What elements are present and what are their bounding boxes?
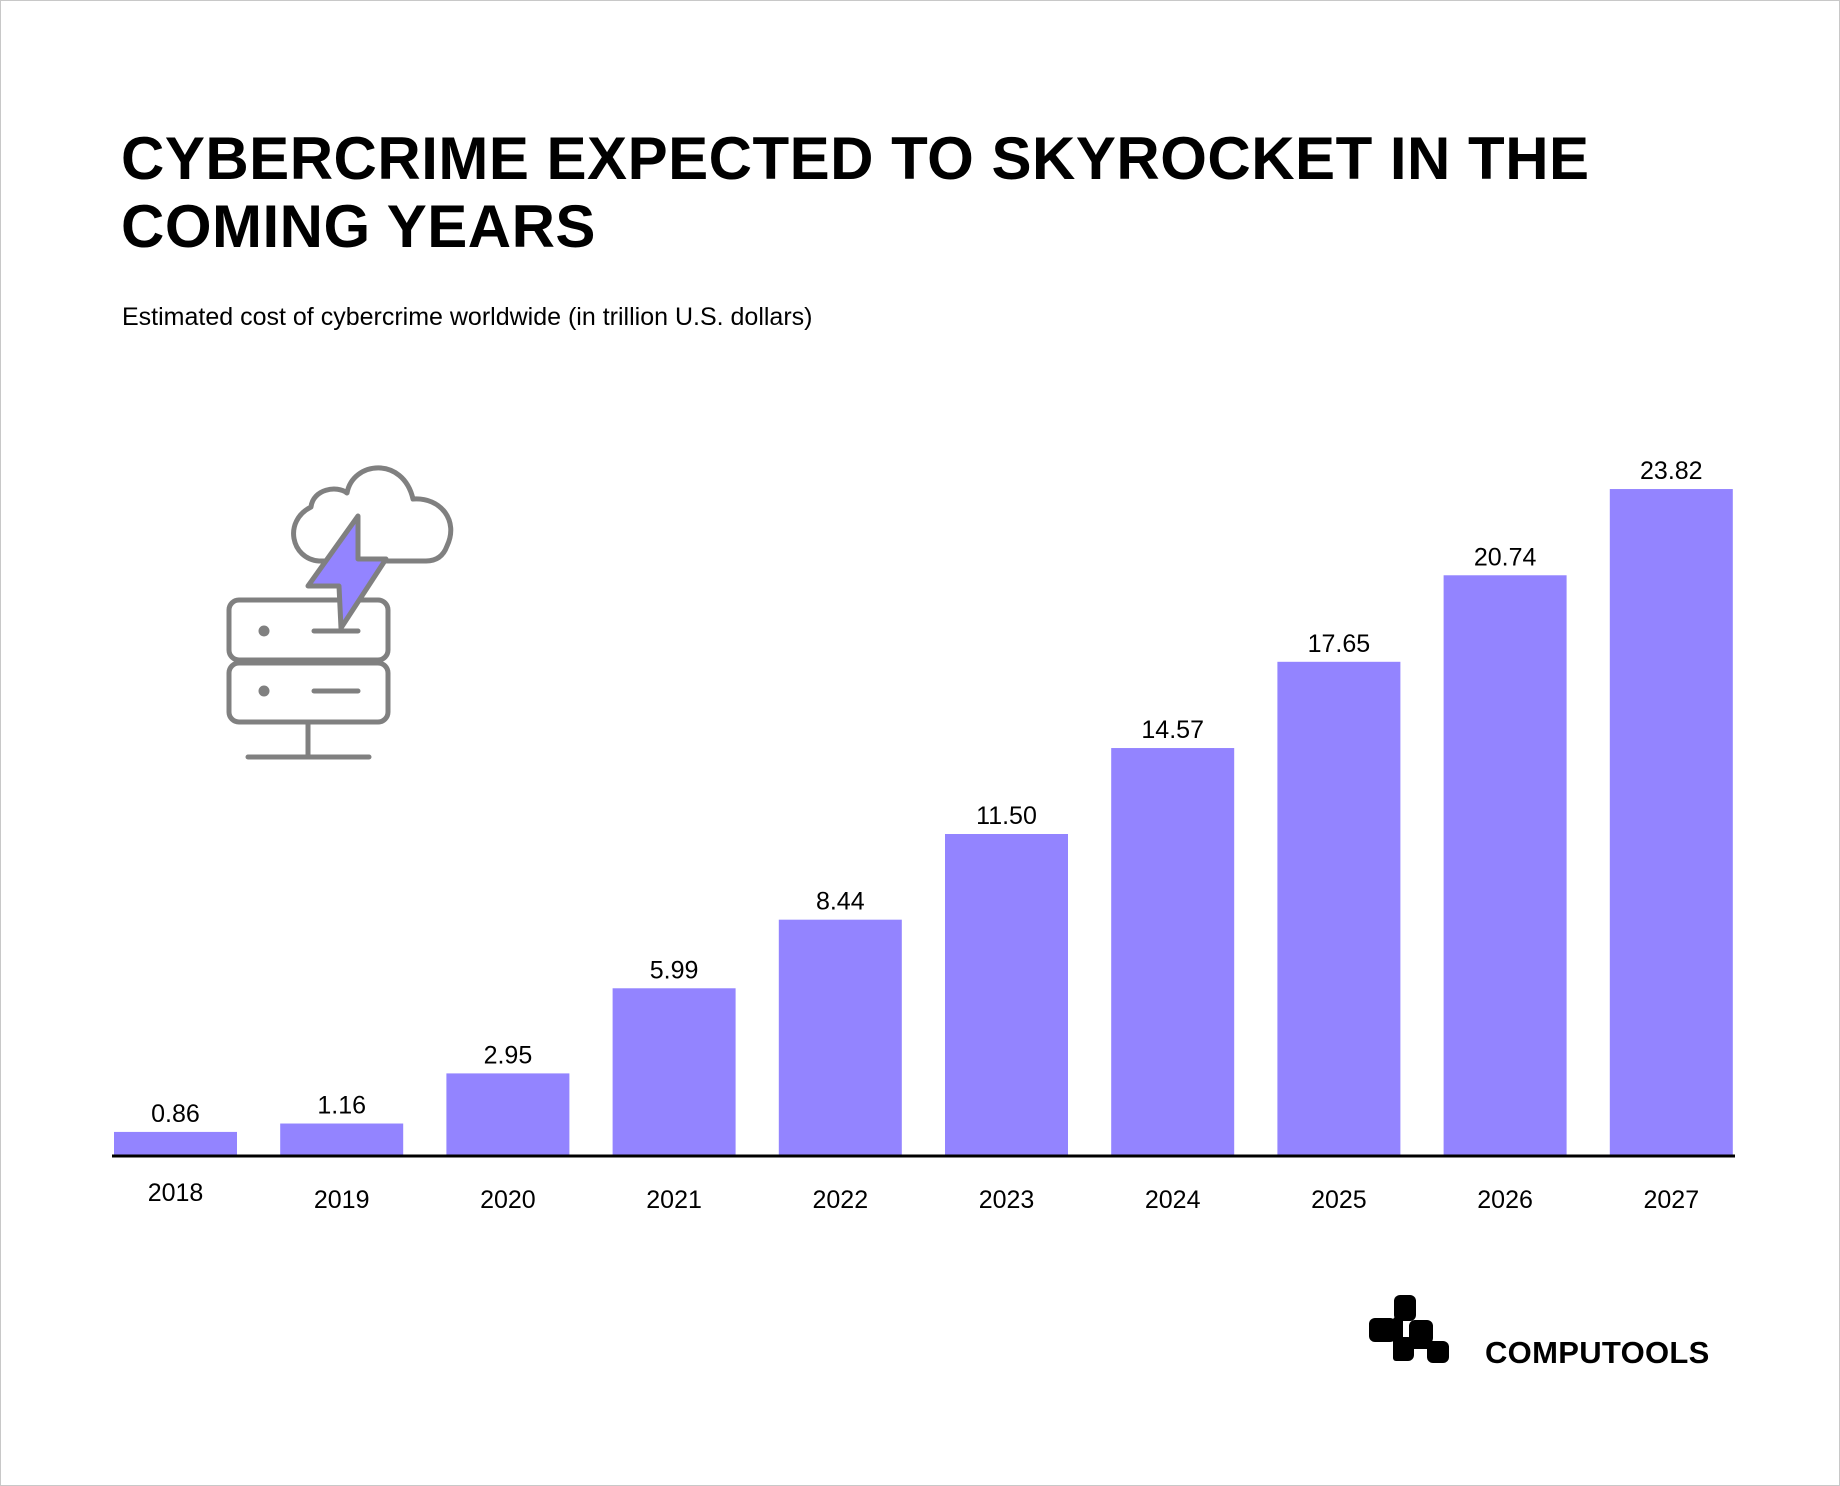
x-tick-label: 2018 [148,1179,204,1207]
computools-logo-icon [1369,1295,1449,1363]
bar-2026 [1443,575,1567,1156]
x-tick-label: 2020 [480,1186,536,1214]
x-tick-label: 2023 [979,1186,1035,1214]
cloud-icon [291,465,454,564]
chart-subtitle: Estimated cost of cybercrime worldwide (… [122,303,813,331]
data-label: 20.74 [1474,543,1537,571]
bar-2020 [446,1073,570,1156]
x-tick-label: 2025 [1311,1186,1367,1214]
chart-title: CYBERCRIME EXPECTED TO SKYROCKET IN THE … [121,125,1590,260]
bar-2025 [1277,661,1401,1156]
lightning-bolt-icon [305,513,389,631]
brand-name: COMPUTOOLS [1485,1335,1710,1370]
x-tick-label: 2019 [314,1186,370,1214]
data-label: 1.16 [317,1092,366,1120]
data-label: 23.82 [1640,457,1703,485]
bar-2024 [1111,748,1235,1156]
data-label: 14.57 [1141,716,1204,744]
data-label: 2.95 [484,1041,533,1069]
data-label: 11.50 [976,802,1037,830]
data-label: 0.86 [151,1100,200,1128]
bar-2019 [280,1123,404,1156]
bar-2022 [778,919,902,1156]
data-label: 8.44 [816,888,865,916]
server-unit-top-icon [226,597,391,663]
x-tick-label: 2022 [812,1186,868,1214]
bar-2027 [1609,489,1733,1156]
server-unit-bottom-icon [226,660,391,725]
x-tick-label: 2021 [646,1186,702,1214]
data-label: 17.65 [1308,630,1371,658]
bar-2023 [945,834,1068,1156]
cloud-lightning-server-icon [226,465,454,760]
bar-2018 [114,1131,237,1156]
bar-2021 [612,988,736,1156]
data-label: 5.99 [650,956,699,984]
x-tick-label: 2026 [1477,1186,1533,1214]
x-tick-label: 2024 [1145,1186,1201,1214]
x-tick-label: 2027 [1643,1186,1699,1214]
